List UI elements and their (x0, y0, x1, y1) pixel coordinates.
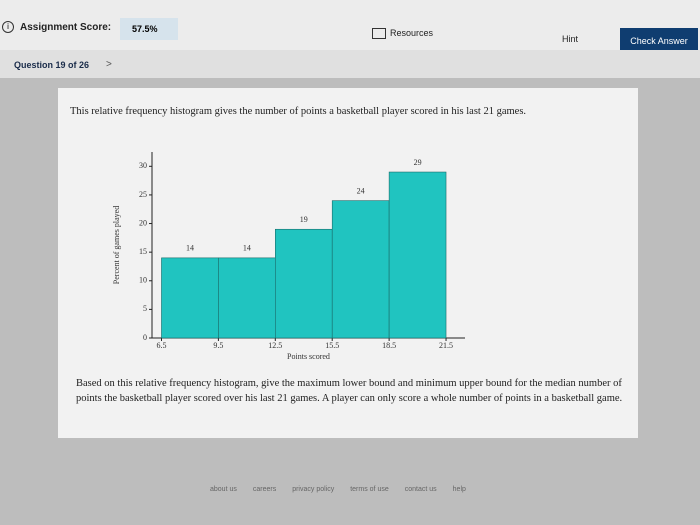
next-question[interactable]: > (106, 59, 112, 70)
y-tick-label: 30 (139, 161, 147, 170)
hint[interactable]: Hint (562, 34, 579, 44)
x-tick-label: 9.5 (213, 341, 223, 350)
footer-link[interactable]: contact us (404, 486, 437, 493)
bar (331, 200, 390, 339)
bar (161, 257, 219, 339)
bar (388, 171, 447, 339)
score-label: Assignment Score: (20, 22, 112, 33)
value-label: 14 (243, 244, 251, 253)
y-tick-label: 15 (139, 247, 147, 256)
question-number: Question 19 of 26 (14, 60, 90, 70)
resources[interactable]: Resources (390, 28, 434, 38)
question-prompt: Based on this relative frequency histogr… (76, 378, 623, 404)
question-intro: This relative frequency histogram gives … (70, 106, 527, 117)
x-tick-label: 18.5 (382, 341, 396, 350)
value-label: 24 (357, 186, 365, 195)
x-tick-label: 6.5 (156, 341, 166, 350)
score: 57.5% (120, 18, 178, 40)
bar (218, 257, 276, 339)
x-axis-label: Points scored (287, 352, 330, 361)
check-answer-button[interactable]: Check Answer (620, 28, 698, 54)
top-bar: i Assignment Score: 57.5% Resources Hint… (0, 0, 700, 54)
footer: about us careers privacy policy terms of us… (210, 478, 482, 496)
y-tick-label: 0 (143, 333, 147, 342)
footer-link[interactable]: help (452, 486, 466, 493)
footer-link[interactable]: careers (252, 486, 277, 493)
bar (275, 228, 333, 339)
y-tick-label: 20 (139, 218, 147, 227)
value-label: 19 (300, 215, 308, 224)
x-tick-label: 21.5 (439, 341, 453, 350)
value-label: 29 (414, 158, 422, 167)
footer-link[interactable]: privacy policy (292, 486, 335, 493)
value-label: 14 (186, 244, 194, 253)
y-tick-label: 25 (139, 190, 147, 199)
footer-link[interactable]: about us (210, 486, 237, 493)
info-icon[interactable]: i (2, 21, 14, 33)
y-tick-label: 10 (139, 276, 147, 285)
footer-link[interactable]: terms of use (350, 486, 389, 493)
y-axis-label: Percent of games played (112, 206, 121, 284)
y-tick-label: 5 (143, 304, 147, 313)
x-tick-label: 12.5 (268, 341, 282, 350)
resources-icon (372, 28, 386, 39)
x-tick-label: 15.5 (325, 341, 339, 350)
nav-bar: Question 19 of 26 > (0, 50, 700, 78)
